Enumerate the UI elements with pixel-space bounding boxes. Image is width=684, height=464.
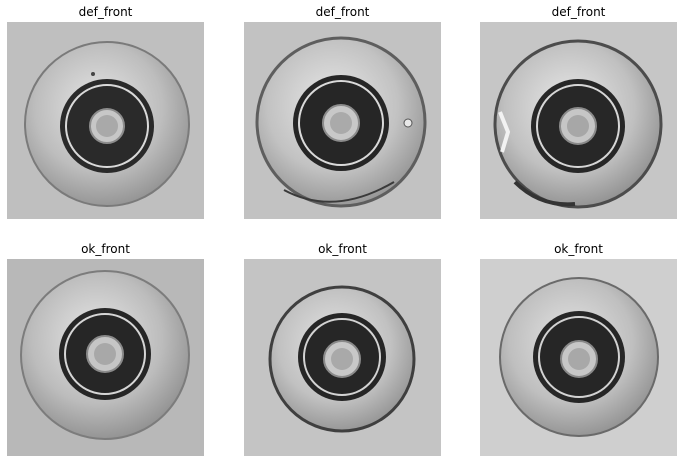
bore [96, 115, 118, 137]
inner-ring [298, 80, 384, 166]
panel-title: def_front [78, 5, 133, 19]
bore [94, 343, 116, 365]
image-panel-ok-2: ok_front [244, 239, 441, 456]
bore [568, 348, 590, 370]
defect-edge [498, 111, 511, 153]
defect-edge [283, 181, 395, 203]
image-panel-def-2: def_front [244, 2, 441, 219]
bore [567, 115, 589, 137]
image-panel-ok-1: ok_front [7, 239, 204, 456]
inner-ring [65, 84, 149, 168]
image-panel-def-1: def_front [7, 2, 204, 219]
casting-image [244, 259, 441, 456]
panel-title: ok_front [81, 242, 130, 256]
panel-title: def_front [315, 5, 370, 19]
image-panel-ok-3: ok_front [480, 239, 677, 456]
casting-image [480, 22, 677, 219]
inner-ring [303, 318, 381, 396]
bore [331, 348, 353, 370]
casting-image [480, 259, 677, 456]
casting-image [7, 259, 204, 456]
panel-title: def_front [551, 5, 606, 19]
image-panel-def-3: def_front [480, 2, 677, 219]
inner-ring [64, 313, 146, 395]
defect-mark [91, 72, 95, 76]
panel-title: ok_front [318, 242, 367, 256]
defect-edge [513, 180, 576, 207]
bore [330, 112, 352, 134]
inner-ring [536, 84, 620, 168]
panel-title: ok_front [554, 242, 603, 256]
casting-image [244, 22, 441, 219]
inner-ring [538, 316, 620, 398]
defect-mark [403, 118, 413, 128]
casting-image [7, 22, 204, 219]
